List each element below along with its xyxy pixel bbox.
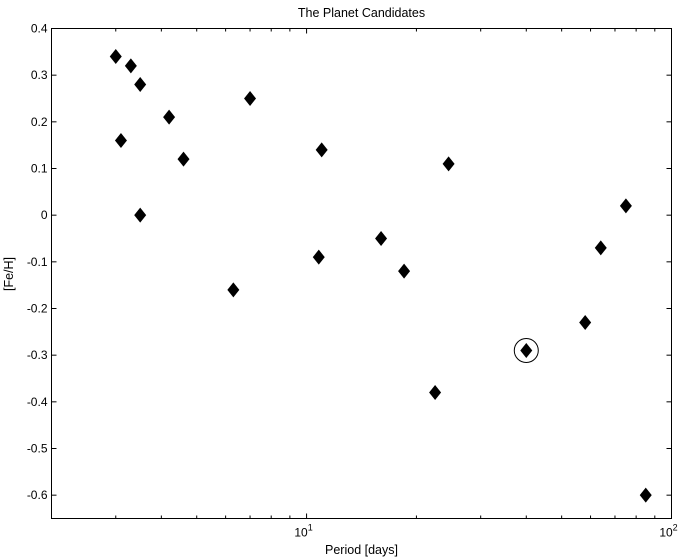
x-axis-label: Period [days] [325, 543, 398, 557]
data-point [109, 49, 122, 64]
data-point [163, 109, 176, 125]
data-point [520, 343, 533, 358]
y-tick-label: -0.3 [27, 348, 48, 362]
y-tick-label: -0.2 [27, 302, 48, 316]
x-tick-exponent: 2 [673, 523, 678, 533]
data-point [244, 91, 257, 106]
data-points [109, 49, 652, 503]
data-point [114, 133, 127, 148]
y-tick-label: 0.2 [31, 115, 48, 129]
data-point [639, 487, 652, 503]
x-tick-label: 102 [659, 523, 677, 540]
plot-area [51, 28, 672, 519]
x-tick-exponent: 1 [308, 523, 313, 533]
data-point [312, 249, 325, 265]
data-point [429, 385, 442, 400]
y-tick-label: -0.5 [27, 442, 48, 456]
data-point [124, 58, 137, 74]
data-point [579, 315, 592, 330]
y-tick-label: 0.4 [31, 22, 48, 36]
y-tick-label: -0.1 [27, 255, 48, 269]
y-tick-label: 0.3 [31, 68, 48, 82]
data-point [375, 231, 388, 246]
y-axis-label: [Fe/H] [2, 257, 16, 291]
data-point [594, 240, 607, 256]
data-point [177, 151, 190, 167]
data-point [442, 156, 455, 172]
y-tick-label: -0.4 [27, 395, 48, 409]
data-point [227, 282, 240, 298]
data-point [134, 77, 147, 92]
highlight-circle [513, 338, 539, 363]
data-point [315, 142, 328, 158]
chart-title: The Planet Candidates [298, 6, 425, 20]
x-tick-label: 101 [294, 523, 312, 540]
data-point [619, 198, 632, 214]
y-tick-label: 0 [41, 208, 48, 222]
y-tick-label: 0.1 [31, 162, 48, 176]
y-tick-label: -0.6 [27, 488, 48, 502]
axis-ticks: 0.4 0.3 0.2 0.1 0 -0.1 -0.2 -0.3 -0.4 -0.5 -0.6 101… [27, 22, 678, 540]
data-point [134, 207, 147, 223]
data-point [398, 263, 411, 279]
